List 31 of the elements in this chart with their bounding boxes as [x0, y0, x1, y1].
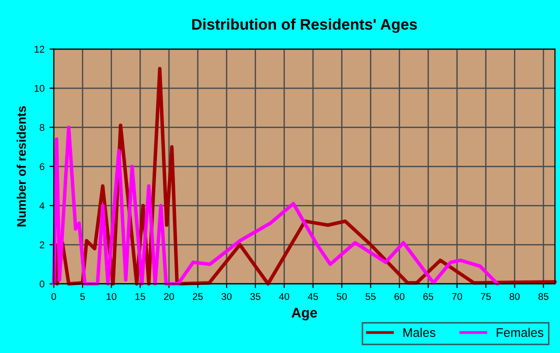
x-tick-label: 65	[423, 293, 434, 300]
y-axis-title: Number of residents	[16, 106, 26, 226]
y-tick-label: 10	[34, 84, 44, 92]
x-tick-label: 50	[336, 293, 347, 300]
x-tick-label: 15	[136, 293, 146, 300]
y-tick-label: 0	[40, 280, 44, 288]
legend-label: Males	[403, 328, 436, 337]
y-tick-label: 12	[34, 46, 44, 53]
x-tick-label: 40	[279, 293, 290, 300]
x-tick-label: 35	[250, 293, 260, 300]
x-tick-label: 75	[480, 293, 491, 300]
legend-label: Females	[496, 328, 544, 337]
x-tick-label: 0	[51, 293, 56, 300]
y-tick-label: 2	[40, 241, 44, 248]
x-axis-title: Age	[292, 308, 318, 320]
x-tick-label: 25	[192, 293, 203, 300]
x-tick-label: 45	[308, 293, 318, 300]
x-tick-label: 20	[164, 293, 174, 300]
x-tick-label: 60	[394, 293, 404, 300]
y-tick-label: 6	[40, 163, 44, 170]
line-series	[52, 126, 500, 286]
x-tick-label: 85	[538, 293, 548, 300]
y-tick-label: 8	[40, 124, 44, 131]
y-tick-label: 4	[40, 202, 44, 210]
x-tick-label: 10	[106, 293, 116, 300]
x-tick-label: 70	[452, 293, 462, 300]
chart-title: Distribution of Residents' Ages	[192, 18, 417, 33]
x-tick-label: 55	[366, 293, 376, 300]
x-tick-label: 80	[510, 293, 520, 300]
x-tick-label: 5	[80, 293, 85, 300]
x-tick-label: 30	[222, 293, 232, 300]
